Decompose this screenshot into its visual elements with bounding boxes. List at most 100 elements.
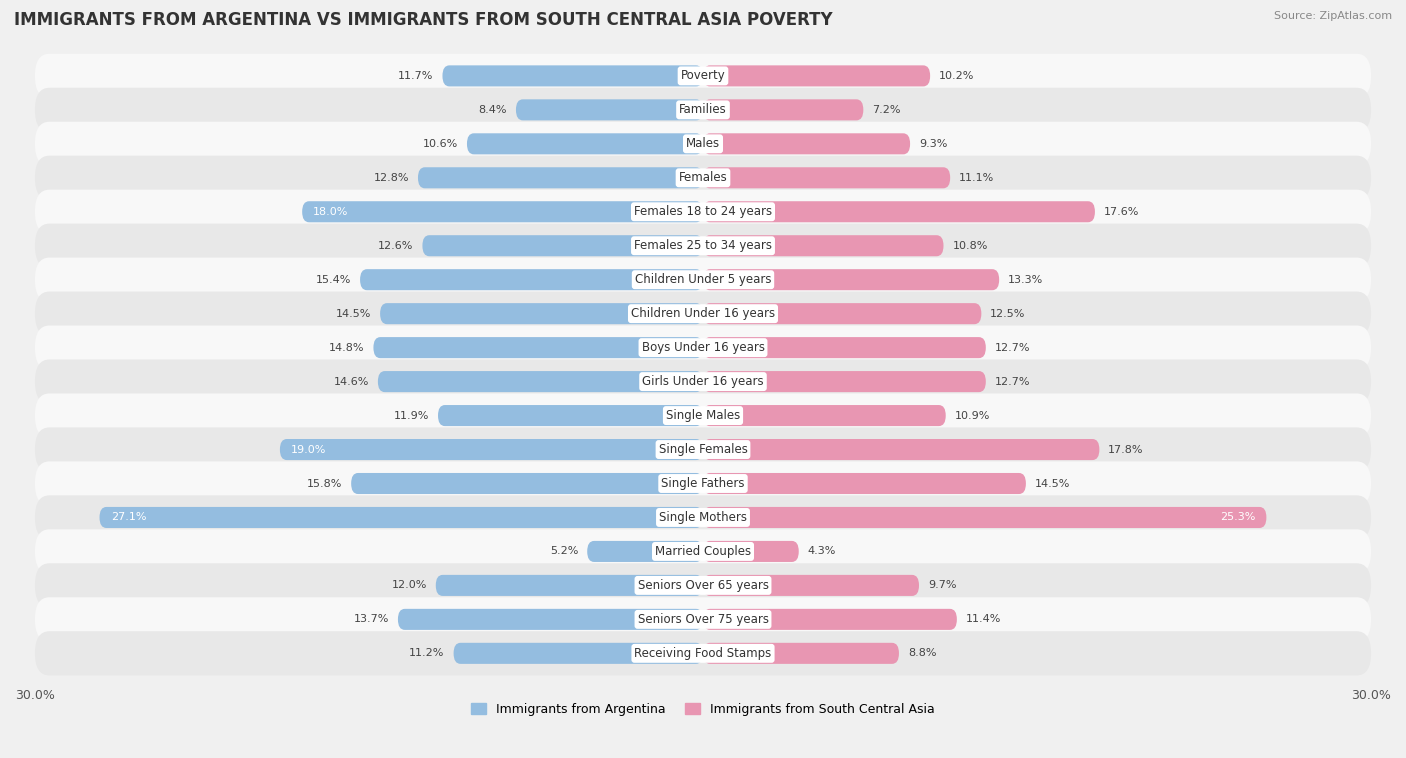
Text: 13.7%: 13.7% <box>354 615 389 625</box>
Text: 15.4%: 15.4% <box>316 274 352 285</box>
FancyBboxPatch shape <box>703 99 863 121</box>
FancyBboxPatch shape <box>703 405 946 426</box>
FancyBboxPatch shape <box>703 269 1000 290</box>
Text: 14.6%: 14.6% <box>333 377 368 387</box>
Text: 10.9%: 10.9% <box>955 411 990 421</box>
FancyBboxPatch shape <box>352 473 703 494</box>
FancyBboxPatch shape <box>378 371 703 392</box>
Text: 12.8%: 12.8% <box>374 173 409 183</box>
Text: Males: Males <box>686 137 720 150</box>
Text: 17.6%: 17.6% <box>1104 207 1139 217</box>
Text: 11.7%: 11.7% <box>398 71 433 81</box>
Text: Boys Under 16 years: Boys Under 16 years <box>641 341 765 354</box>
FancyBboxPatch shape <box>35 258 1371 302</box>
Text: 4.3%: 4.3% <box>807 547 837 556</box>
Text: 11.9%: 11.9% <box>394 411 429 421</box>
FancyBboxPatch shape <box>35 88 1371 132</box>
FancyBboxPatch shape <box>35 496 1371 540</box>
Text: 11.4%: 11.4% <box>966 615 1001 625</box>
FancyBboxPatch shape <box>703 643 898 664</box>
Text: Females 18 to 24 years: Females 18 to 24 years <box>634 205 772 218</box>
Text: Girls Under 16 years: Girls Under 16 years <box>643 375 763 388</box>
FancyBboxPatch shape <box>703 609 957 630</box>
Text: Families: Families <box>679 103 727 117</box>
FancyBboxPatch shape <box>100 507 703 528</box>
Text: 14.5%: 14.5% <box>1035 478 1070 488</box>
FancyBboxPatch shape <box>703 371 986 392</box>
FancyBboxPatch shape <box>35 563 1371 607</box>
FancyBboxPatch shape <box>398 609 703 630</box>
Text: IMMIGRANTS FROM ARGENTINA VS IMMIGRANTS FROM SOUTH CENTRAL ASIA POVERTY: IMMIGRANTS FROM ARGENTINA VS IMMIGRANTS … <box>14 11 832 30</box>
Text: 8.4%: 8.4% <box>478 105 508 115</box>
FancyBboxPatch shape <box>703 473 1026 494</box>
Text: Children Under 5 years: Children Under 5 years <box>634 273 772 287</box>
Text: 12.7%: 12.7% <box>994 343 1031 352</box>
FancyBboxPatch shape <box>280 439 703 460</box>
Text: 18.0%: 18.0% <box>314 207 349 217</box>
Text: 5.2%: 5.2% <box>550 547 578 556</box>
FancyBboxPatch shape <box>35 597 1371 641</box>
FancyBboxPatch shape <box>302 201 703 222</box>
FancyBboxPatch shape <box>418 168 703 188</box>
FancyBboxPatch shape <box>35 428 1371 471</box>
FancyBboxPatch shape <box>443 65 703 86</box>
FancyBboxPatch shape <box>703 168 950 188</box>
FancyBboxPatch shape <box>703 575 920 596</box>
Text: Single Females: Single Females <box>658 443 748 456</box>
Text: Receiving Food Stamps: Receiving Food Stamps <box>634 647 772 660</box>
Text: 8.8%: 8.8% <box>908 648 936 659</box>
Text: 12.6%: 12.6% <box>378 241 413 251</box>
Text: 17.8%: 17.8% <box>1108 444 1144 455</box>
Text: 12.7%: 12.7% <box>994 377 1031 387</box>
Text: Single Fathers: Single Fathers <box>661 477 745 490</box>
Text: 9.3%: 9.3% <box>920 139 948 149</box>
Text: 25.3%: 25.3% <box>1220 512 1256 522</box>
Text: 10.2%: 10.2% <box>939 71 974 81</box>
FancyBboxPatch shape <box>703 337 986 359</box>
Text: Poverty: Poverty <box>681 70 725 83</box>
FancyBboxPatch shape <box>35 359 1371 404</box>
FancyBboxPatch shape <box>703 201 1095 222</box>
FancyBboxPatch shape <box>380 303 703 324</box>
FancyBboxPatch shape <box>35 54 1371 98</box>
FancyBboxPatch shape <box>439 405 703 426</box>
FancyBboxPatch shape <box>516 99 703 121</box>
Legend: Immigrants from Argentina, Immigrants from South Central Asia: Immigrants from Argentina, Immigrants fr… <box>471 703 935 716</box>
Text: Seniors Over 75 years: Seniors Over 75 years <box>637 613 769 626</box>
FancyBboxPatch shape <box>703 439 1099 460</box>
Text: Females: Females <box>679 171 727 184</box>
Text: 14.5%: 14.5% <box>336 309 371 318</box>
Text: 27.1%: 27.1% <box>111 512 146 522</box>
FancyBboxPatch shape <box>374 337 703 359</box>
FancyBboxPatch shape <box>703 303 981 324</box>
FancyBboxPatch shape <box>703 507 1267 528</box>
FancyBboxPatch shape <box>35 190 1371 234</box>
Text: 10.8%: 10.8% <box>952 241 988 251</box>
Text: 14.8%: 14.8% <box>329 343 364 352</box>
FancyBboxPatch shape <box>703 133 910 155</box>
Text: Seniors Over 65 years: Seniors Over 65 years <box>637 579 769 592</box>
FancyBboxPatch shape <box>35 155 1371 200</box>
Text: Single Males: Single Males <box>666 409 740 422</box>
Text: 19.0%: 19.0% <box>291 444 326 455</box>
FancyBboxPatch shape <box>422 235 703 256</box>
FancyBboxPatch shape <box>703 541 799 562</box>
FancyBboxPatch shape <box>35 122 1371 166</box>
Text: 15.8%: 15.8% <box>307 478 342 488</box>
Text: 13.3%: 13.3% <box>1008 274 1043 285</box>
FancyBboxPatch shape <box>35 529 1371 574</box>
Text: Married Couples: Married Couples <box>655 545 751 558</box>
Text: 7.2%: 7.2% <box>872 105 901 115</box>
Text: 11.2%: 11.2% <box>409 648 444 659</box>
FancyBboxPatch shape <box>454 643 703 664</box>
Text: 12.5%: 12.5% <box>990 309 1025 318</box>
Text: 9.7%: 9.7% <box>928 581 956 590</box>
Text: 12.0%: 12.0% <box>391 581 427 590</box>
FancyBboxPatch shape <box>588 541 703 562</box>
FancyBboxPatch shape <box>360 269 703 290</box>
FancyBboxPatch shape <box>703 235 943 256</box>
FancyBboxPatch shape <box>35 325 1371 370</box>
Text: Children Under 16 years: Children Under 16 years <box>631 307 775 320</box>
FancyBboxPatch shape <box>35 631 1371 675</box>
FancyBboxPatch shape <box>35 462 1371 506</box>
